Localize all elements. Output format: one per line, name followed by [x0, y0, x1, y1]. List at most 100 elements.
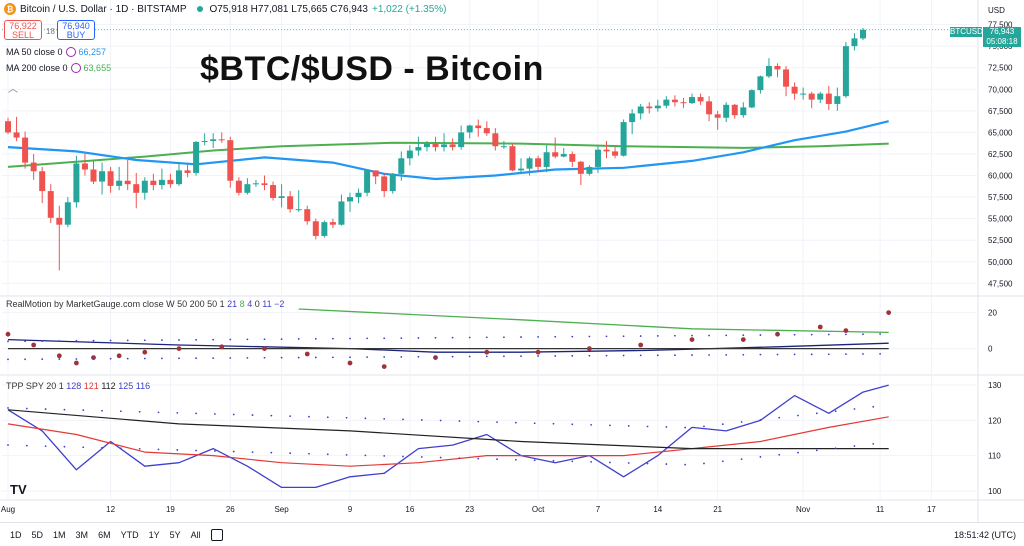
realmotion-band-dot — [417, 355, 420, 358]
candle-body — [150, 180, 157, 186]
range-3m[interactable]: 3M — [75, 529, 89, 540]
tpp-value: 128 — [66, 381, 82, 391]
settings-gear-icon[interactable] — [70, 63, 81, 73]
tpp-line — [7, 409, 889, 450]
range-1y[interactable]: 1Y — [148, 529, 160, 540]
realmotion-band-dot — [92, 339, 95, 342]
realmotion-dot — [219, 344, 225, 350]
realmotion-dot — [5, 331, 11, 337]
realmotion-band-dot — [7, 340, 9, 343]
tpp-band-dot — [458, 420, 461, 422]
realmotion-band-dot — [75, 358, 78, 360]
candle-body — [860, 29, 866, 39]
tpp-band-dot — [853, 445, 856, 447]
candle-body — [543, 152, 550, 167]
ma50-legend[interactable]: MA 50 close 0 66,257 — [6, 47, 106, 57]
tpp-band-dot — [138, 410, 141, 413]
tpp-band-dot — [646, 462, 649, 465]
tpp-band-dot — [383, 417, 386, 420]
candle-body — [757, 76, 764, 91]
tpp-band-dot — [101, 446, 103, 449]
realmotion-band-dot — [742, 334, 745, 337]
realmotion-dot — [91, 355, 96, 360]
tpp-band-dot — [345, 416, 348, 419]
x-tick-label: 19 — [166, 505, 175, 514]
candle-body — [449, 144, 456, 148]
candle-body — [500, 146, 507, 148]
realmotion-band-dot — [280, 338, 283, 340]
realmotion-band-dot — [212, 338, 215, 341]
calendar-icon[interactable] — [210, 528, 223, 541]
realmotion-dot — [587, 346, 592, 351]
y-tick-label: 47,500 — [988, 279, 1013, 288]
realmotion-band-dot — [622, 335, 625, 338]
tpp-band-dot — [82, 409, 85, 412]
realmotion-band-dot — [810, 333, 813, 336]
realmotion-band-dot — [503, 336, 505, 339]
settings-gear-icon[interactable] — [65, 47, 76, 57]
symbol-title[interactable]: Bitcoin / U.S. Dollar · 1D · BITSTAMP — [20, 3, 187, 15]
realmotion-band-dot — [58, 340, 61, 342]
tpp-band-dot — [232, 413, 235, 416]
realmotion-band-dot — [7, 358, 9, 361]
tpp-band-dot — [119, 447, 122, 450]
collapse-legend-chevron-icon[interactable]: ︿ — [8, 84, 18, 95]
realmotion-dot — [31, 342, 37, 348]
x-tick-label: 17 — [927, 505, 936, 514]
realmotion-band-dot — [468, 355, 471, 358]
candle-body — [5, 121, 11, 133]
tpp-value: 116 — [135, 381, 151, 391]
range-all[interactable]: All — [190, 529, 201, 540]
tpp-band-dot — [157, 411, 160, 414]
y-tick-label: 52,500 — [988, 236, 1013, 245]
tpp-band-dot — [514, 421, 517, 424]
tpp-band-dot — [778, 453, 781, 456]
rm-param: 11 — [262, 299, 272, 309]
x-tick-label: 7 — [596, 505, 601, 514]
tpp-band-dot — [63, 408, 66, 411]
y-tick-label: 60,000 — [988, 172, 1013, 181]
tradingview-logo-icon: TV — [10, 482, 27, 497]
candle-body — [321, 222, 328, 236]
candle-body — [458, 132, 465, 148]
realmotion-band-dot — [605, 354, 608, 357]
candle-body — [193, 141, 200, 173]
realmotion-band-dot — [280, 356, 283, 359]
candle-body — [714, 114, 721, 118]
realmotion-band-dot — [126, 339, 129, 342]
buy-button[interactable]: 76,940 BUY — [57, 20, 95, 40]
tpp-line — [7, 416, 889, 467]
utc-clock[interactable]: 18:51:42 (UTC) — [953, 529, 1016, 540]
sell-button[interactable]: 76,922 SELL — [4, 20, 42, 40]
candle-body — [783, 69, 790, 87]
realmotion-dot — [535, 349, 541, 355]
candle-body — [210, 139, 217, 142]
candle-body — [509, 146, 516, 171]
candle-body — [116, 180, 123, 186]
candle-body — [518, 168, 524, 171]
ma200-legend[interactable]: MA 200 close 0 63,655 — [6, 63, 111, 73]
range-6m[interactable]: 6M — [98, 529, 111, 540]
realmotion-band-dot — [332, 356, 334, 359]
realmotion-band-dot — [212, 357, 215, 360]
y-tick-label: 50,000 — [988, 258, 1013, 267]
tpp-band-dot — [665, 426, 668, 428]
candle-body — [535, 158, 542, 167]
range-5y[interactable]: 5Y — [169, 529, 181, 540]
candle-body — [800, 93, 807, 95]
tpp-band-dot — [609, 424, 611, 427]
realmotion-band-dot — [639, 354, 642, 357]
realmotion-band-dot — [383, 356, 386, 358]
candle-body — [466, 125, 473, 133]
realmotion-band-dot — [314, 356, 317, 359]
x-tick-label: 16 — [405, 505, 414, 514]
range-1m[interactable]: 1M — [53, 529, 66, 540]
range-ytd[interactable]: YTD — [120, 529, 139, 540]
realmotion-legend[interactable]: RealMotion by MarketGauge.com close W 50… — [6, 299, 284, 309]
realmotion-band-dot — [776, 353, 779, 356]
range-1d[interactable]: 1D — [10, 529, 22, 540]
price-change: +1,022 (+1.35%) — [371, 3, 447, 15]
tpp-legend[interactable]: TPP SPY 20 1 128 121 112 125 116 — [6, 381, 150, 391]
range-5d[interactable]: 5D — [31, 529, 44, 540]
